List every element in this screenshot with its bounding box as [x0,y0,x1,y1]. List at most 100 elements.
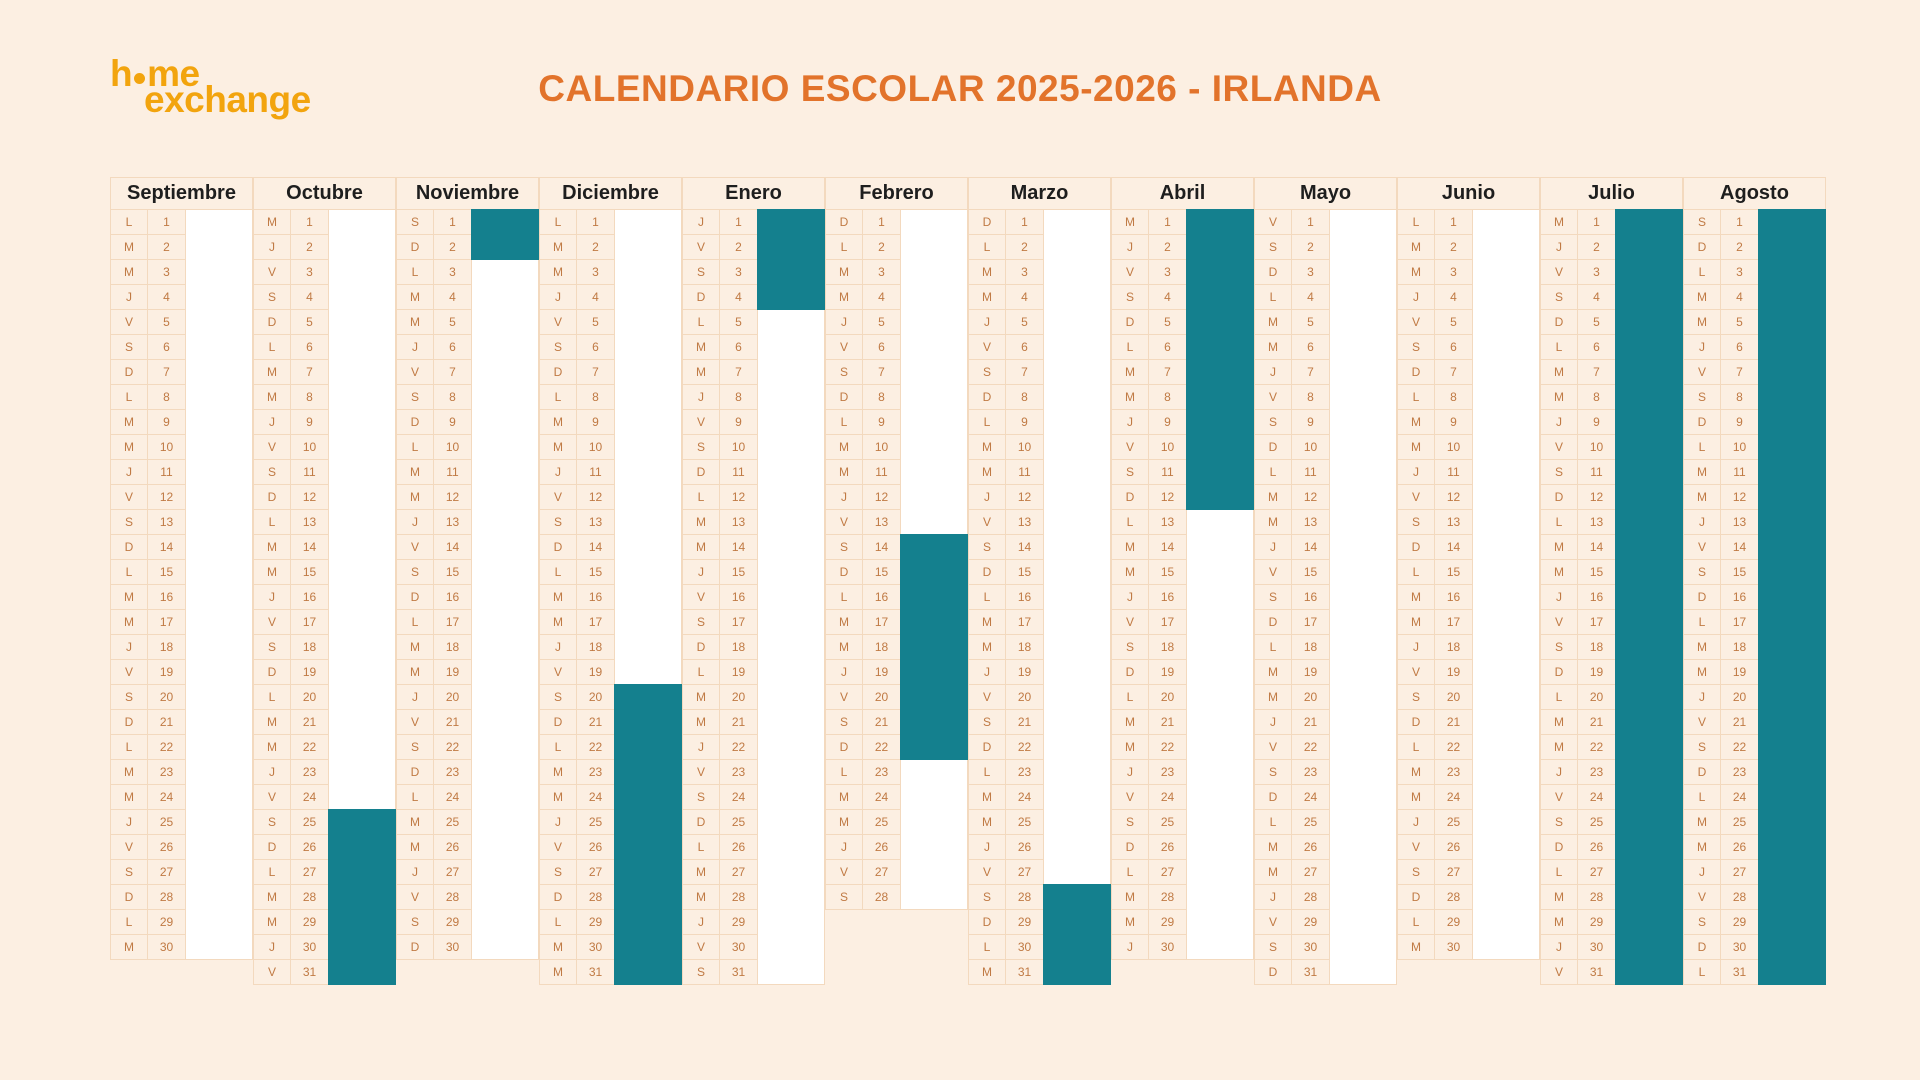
weekday-letter-cell: S [1540,285,1578,310]
day-number-cell: 13 [1578,510,1616,535]
weekday-letter-cell: M [253,910,291,935]
weekday-letter-cell: L [682,485,720,510]
month-header: Marzo [968,177,1111,210]
day-row: J 13 [1683,510,1826,535]
day-row: S 27 [110,860,253,885]
weekday-letter-cell: S [825,710,863,735]
day-number-cell: 25 [1578,810,1616,835]
holiday-strip [757,209,825,985]
day-number-cell: 25 [1149,810,1187,835]
holiday-block [614,684,682,985]
day-number-cell: 23 [434,760,472,785]
weekday-letter-cell: V [1111,610,1149,635]
weekday-letter-cell: S [1397,860,1435,885]
day-number-cell: 31 [1578,960,1616,985]
day-row: J 18 [1397,635,1540,660]
day-number-cell: 9 [434,410,472,435]
weekday-letter-cell: L [682,835,720,860]
weekday-letter-cell: S [1111,285,1149,310]
weekday-letter-cell: L [825,585,863,610]
day-number-cell: 19 [1721,660,1759,685]
day-number-cell: 19 [148,660,186,685]
day-number-cell: 14 [1435,535,1473,560]
weekday-letter-cell: L [253,685,291,710]
day-number-cell: 5 [577,310,615,335]
day-number-cell: 11 [291,460,329,485]
day-row: D 11 [682,460,825,485]
day-row: V 15 [1254,560,1397,585]
weekday-letter-cell: M [1397,760,1435,785]
day-row: M 11 [396,460,539,485]
day-row: V 28 [396,885,539,910]
day-row: V 26 [110,835,253,860]
day-number-cell: 20 [720,685,758,710]
weekday-letter-cell: S [396,210,434,235]
weekday-letter-cell: J [1254,535,1292,560]
weekday-letter-cell: L [110,910,148,935]
weekday-letter-cell: M [1254,510,1292,535]
day-number-cell: 4 [863,285,901,310]
day-number-cell: 9 [720,410,758,435]
day-number-cell: 10 [434,435,472,460]
weekday-letter-cell: M [396,460,434,485]
weekday-letter-cell: V [1397,835,1435,860]
weekday-letter-cell: M [1111,535,1149,560]
day-number-cell: 7 [434,360,472,385]
weekday-letter-cell: V [1683,710,1721,735]
day-number-cell: 22 [1006,735,1044,760]
day-number-cell: 12 [577,485,615,510]
weekday-letter-cell: M [1111,385,1149,410]
day-number-cell: 21 [1149,710,1187,735]
weekday-letter-cell: L [539,910,577,935]
day-number-cell: 16 [1149,585,1187,610]
day-number-cell: 22 [720,735,758,760]
weekday-letter-cell: S [396,910,434,935]
day-number-cell: 26 [1435,835,1473,860]
day-number-cell: 25 [863,810,901,835]
day-row: M 13 [1254,510,1397,535]
weekday-letter-cell: J [682,735,720,760]
weekday-letter-cell: M [825,610,863,635]
day-number-cell: 14 [148,535,186,560]
weekday-letter-cell: V [1683,535,1721,560]
day-row: L 16 [825,585,968,610]
day-number-cell: 30 [720,935,758,960]
month-column-agosto: Agosto S 1 D 2 L 3 M 4 M 5 J 6 V 7 S 8 D 9 L 10 M 11 M 12 J 13 V 14 S… [1683,177,1826,985]
day-number-cell: 15 [720,560,758,585]
weekday-letter-cell: M [825,635,863,660]
weekday-letter-cell: D [825,210,863,235]
day-row: D 22 [968,735,1111,760]
day-number-cell: 4 [148,285,186,310]
day-number-cell: 29 [148,910,186,935]
weekday-letter-cell: D [1397,360,1435,385]
day-number-cell: 7 [1578,360,1616,385]
day-number-cell: 10 [1292,435,1330,460]
weekday-letter-cell: J [1254,885,1292,910]
holiday-block [1758,209,1826,985]
holiday-block [757,209,825,310]
day-number-cell: 4 [291,285,329,310]
weekday-letter-cell: J [1540,410,1578,435]
day-number-cell: 5 [1149,310,1187,335]
day-number-cell: 11 [1006,460,1044,485]
weekday-letter-cell: M [110,785,148,810]
weekday-letter-cell: L [1683,960,1721,985]
weekday-letter-cell: S [825,885,863,910]
day-number-cell: 25 [1721,810,1759,835]
weekday-letter-cell: J [1397,460,1435,485]
weekday-letter-cell: M [1397,410,1435,435]
month-header: Octubre [253,177,396,210]
day-row: D 15 [968,560,1111,585]
day-number-cell: 8 [291,385,329,410]
day-number-cell: 22 [1292,735,1330,760]
day-number-cell: 28 [1578,885,1616,910]
weekday-letter-cell: J [682,560,720,585]
